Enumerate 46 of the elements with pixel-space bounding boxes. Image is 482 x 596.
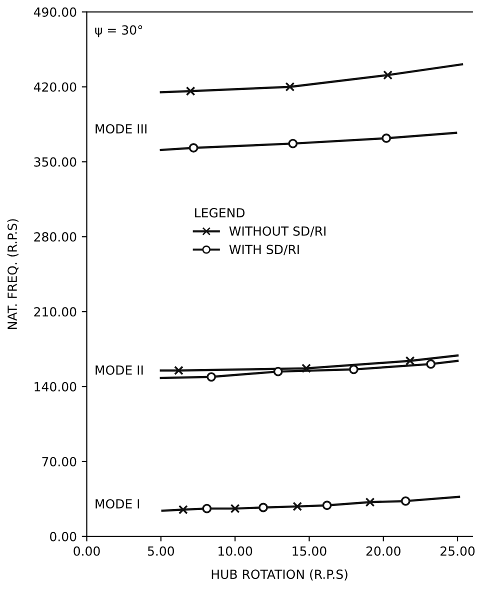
point — [322, 500, 332, 510]
legend-label: WITHOUT SD/RI — [229, 226, 326, 237]
point — [400, 496, 410, 506]
point — [258, 502, 268, 512]
x-tick-label: 25.00 — [440, 546, 475, 556]
point — [288, 138, 298, 148]
point — [383, 70, 393, 80]
y-tick-label: 70.00 — [42, 456, 76, 466]
annotation: ψ = 30° — [95, 25, 142, 38]
x-tick-label: 20.00 — [366, 546, 400, 556]
annotation: MODE I — [96, 499, 140, 509]
annotation: MODE III — [96, 124, 146, 134]
x-tick-label: 5.00 — [148, 546, 174, 556]
legend-title: LEGEND — [195, 208, 245, 218]
point — [206, 372, 216, 382]
point — [365, 497, 375, 507]
point — [273, 366, 283, 376]
y-tick-label: 420.00 — [34, 82, 76, 92]
x-tick-label: 10.00 — [218, 546, 252, 556]
point — [230, 504, 240, 514]
legend-label: WITH SD/RI — [229, 244, 299, 256]
point — [174, 366, 184, 376]
point — [178, 504, 188, 514]
line-series — [160, 63, 464, 94]
point — [426, 359, 436, 369]
point — [292, 502, 302, 512]
y-axis-title: NAT. FREQ. (R.P.S) — [7, 219, 18, 329]
x-axis-title: HUB ROTATION (R.P.S) — [212, 569, 348, 580]
point — [202, 504, 212, 514]
y-tick-label: 280.00 — [34, 232, 76, 242]
x-tick-label: 0.00 — [74, 546, 100, 556]
annotation: MODE II — [96, 365, 143, 375]
point — [285, 82, 295, 92]
y-tick-label: 350.00 — [34, 157, 76, 167]
point — [188, 143, 198, 153]
y-tick-label: 210.00 — [34, 307, 76, 317]
y-tick-label: 490.00 — [34, 7, 76, 17]
point — [405, 356, 415, 366]
point — [349, 364, 358, 374]
point — [186, 86, 196, 96]
point — [302, 364, 311, 374]
y-tick-label: 0.00 — [50, 532, 76, 542]
point — [382, 134, 392, 143]
line-series — [160, 132, 458, 152]
x-tick-label: 15.00 — [292, 546, 326, 556]
y-tick-label: 140.00 — [34, 382, 76, 392]
